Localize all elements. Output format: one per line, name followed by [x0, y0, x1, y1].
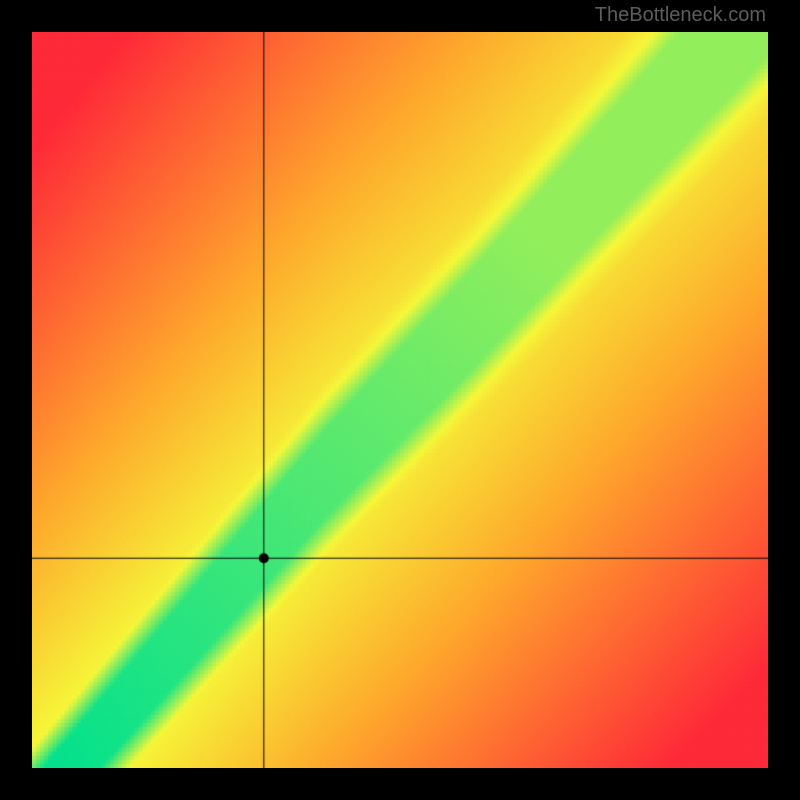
- heatmap-canvas: [32, 32, 768, 768]
- watermark-text: TheBottleneck.com: [595, 4, 766, 27]
- heatmap-chart: [32, 32, 768, 768]
